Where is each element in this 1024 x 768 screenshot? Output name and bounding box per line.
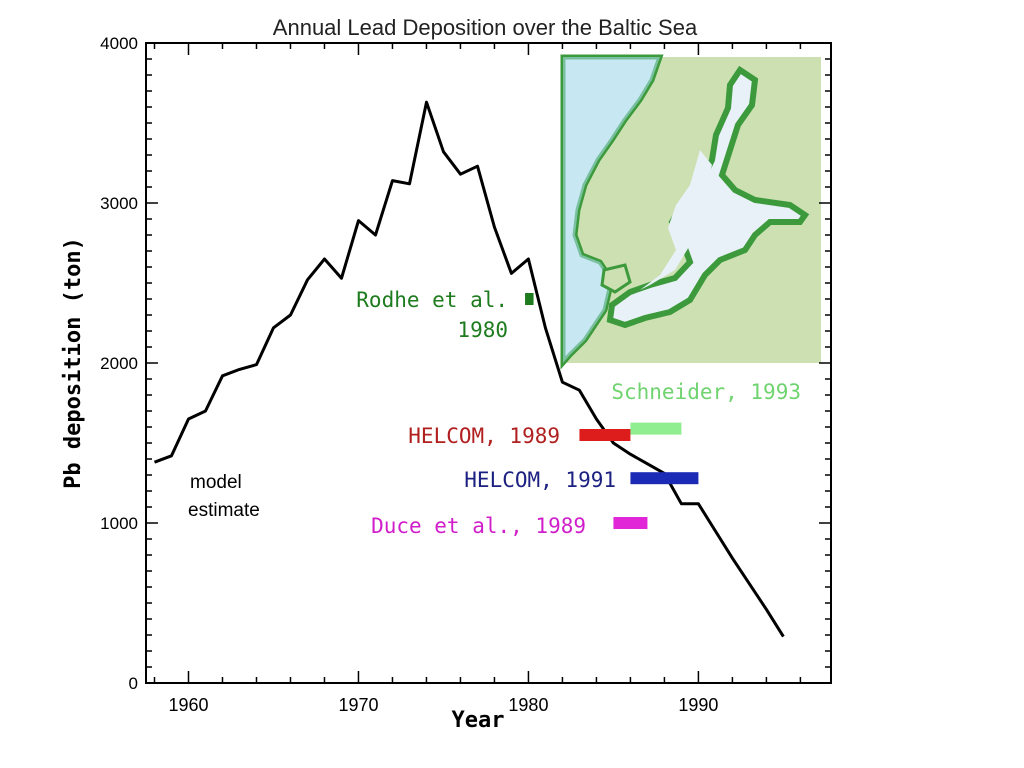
y-tick-label: 3000: [100, 194, 138, 213]
annotation-rodhe-line2: 1980: [457, 318, 508, 342]
estimate-bar-4: [613, 517, 648, 529]
y-axis-ticks: 0 1000 2000 3000 4000: [100, 34, 831, 693]
x-tick-label: 1980: [508, 695, 548, 715]
series-line-model-estimate: [153, 100, 785, 638]
y-tick-label: 2000: [100, 354, 138, 373]
estimate-bar-1: [630, 422, 682, 435]
chart-title: Annual Lead Deposition over the Baltic S…: [273, 15, 698, 40]
annotation-model-estimate-line1: model: [190, 472, 242, 493]
x-tick-label: 1970: [338, 695, 378, 715]
y-tick-label: 1000: [100, 514, 138, 533]
estimate-bar-0: [525, 293, 534, 305]
baltic-sea-map-icon: [560, 54, 821, 370]
annotation-model-estimate-line2: estimate: [188, 500, 260, 521]
y-tick-label: 4000: [100, 34, 138, 53]
y-axis-label: Pb deposition (ton): [61, 237, 86, 489]
x-axis-ticks: 1960 1970 1980 1990: [153, 43, 802, 715]
estimate-bar-2: [579, 429, 631, 441]
estimate-bars: [525, 293, 699, 529]
annotation-schneider: Schneider, 1993: [611, 380, 801, 404]
annotation-helcom-1989: HELCOM, 1989: [408, 424, 560, 448]
x-axis-label: Year: [452, 708, 505, 733]
estimate-bar-3: [630, 472, 699, 485]
x-tick-label: 1990: [678, 695, 718, 715]
annotation-rodhe-line1: Rodhe et al.: [356, 288, 508, 312]
annotation-helcom-1991: HELCOM, 1991: [464, 468, 616, 492]
annotation-duce: Duce et al., 1989: [371, 514, 586, 538]
x-tick-label: 1960: [168, 695, 208, 715]
y-tick-label: 0: [129, 674, 138, 693]
